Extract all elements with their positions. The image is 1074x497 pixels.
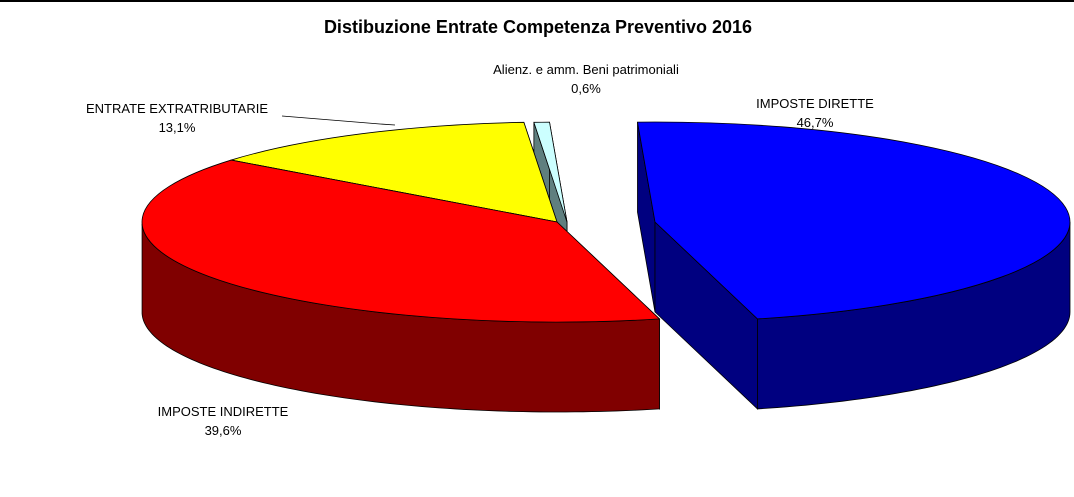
- slice-entrate-extratributarie: [231, 121, 558, 223]
- label-imposte-indirette: IMPOSTE INDIRETTE: [158, 404, 289, 419]
- label-imposte-dirette: IMPOSTE DIRETTE: [756, 96, 874, 111]
- value-label-imposte-dirette: 46,7%: [797, 115, 834, 130]
- value-label-entrate-extratributarie: 13,1%: [159, 120, 196, 135]
- label-alienz-e-amm-beni-patrimoniali: Alienz. e amm. Beni patrimoniali: [493, 62, 679, 77]
- slice-imposte-dirette: [637, 121, 1071, 320]
- chart-title: Distibuzione Entrate Competenza Preventi…: [324, 17, 752, 37]
- slice-alienz-e-amm-beni-patrimoniali: [533, 121, 568, 223]
- value-label-imposte-indirette: 39,6%: [205, 423, 242, 438]
- top-border: [0, 0, 1074, 2]
- slices-group: [141, 121, 1071, 413]
- slice-imposte-indirette: [141, 159, 661, 323]
- labels-group: IMPOSTE DIRETTE 46,7% IMPOSTE INDIRETTE 39,…: [86, 62, 874, 438]
- label-entrate-extratributarie: ENTRATE EXTRATRIBUTARIE: [86, 101, 268, 116]
- leader-line-entrate-extratributarie: [281, 115, 396, 126]
- value-label-alienz-e-amm-beni-patrimoniali: 0,6%: [571, 81, 601, 96]
